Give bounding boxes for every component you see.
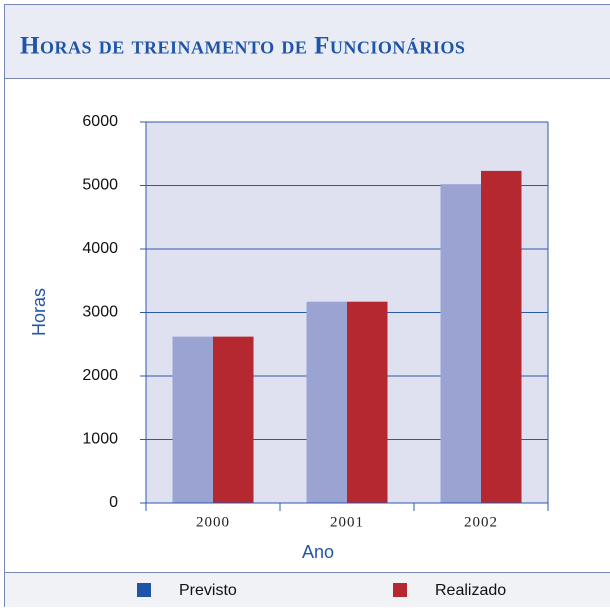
y-tick-label: 2000 [82,367,118,384]
legend-swatch [137,583,151,597]
legend-band [5,573,610,607]
bar [213,337,254,503]
x-tick-label: 2000 [196,514,230,530]
chart-title: Horas de treinamento de Funcionários [20,33,465,60]
legend-label: Previsto [179,582,237,599]
legend-label: Realizado [435,582,506,599]
x-axis-label: Ano [302,542,334,562]
legend-swatch [393,583,407,597]
bar [441,184,482,503]
y-tick-label: 1000 [82,431,118,448]
bar [307,302,348,503]
y-tick-label: 3000 [82,304,118,321]
bar [173,337,214,503]
y-tick-label: 4000 [82,240,118,257]
bar [347,302,388,503]
y-tick-label: 5000 [82,177,118,194]
y-tick-label: 6000 [82,113,118,130]
bar [481,171,522,503]
y-axis-label: Horas [29,288,49,336]
x-tick-label: 2002 [464,514,498,530]
x-tick-label: 2001 [330,514,364,530]
y-tick-label: 0 [109,494,118,511]
